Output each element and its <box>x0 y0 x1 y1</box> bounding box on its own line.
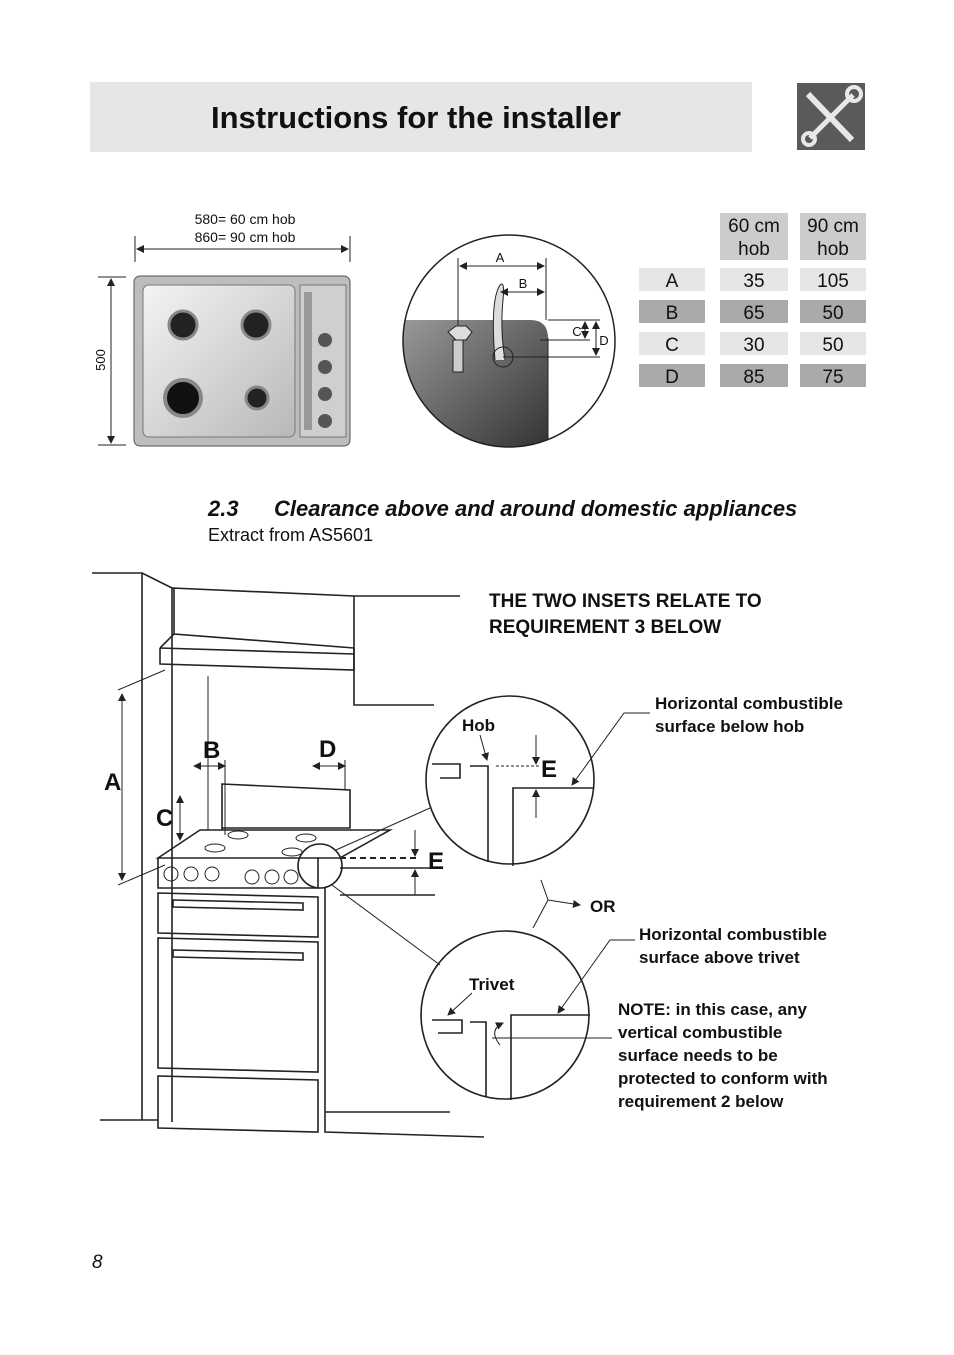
inset-label: Trivet <box>469 975 515 994</box>
dimension-label: B <box>203 737 220 764</box>
width-label: 860= 90 cm hob <box>195 229 296 245</box>
table-cell <box>639 300 705 323</box>
dimension-label: A <box>104 769 121 796</box>
width-label: 580= 60 cm hob <box>195 211 296 227</box>
cell-text: A <box>666 271 679 292</box>
header-title: Instructions for the installer <box>211 100 621 135</box>
note-line: vertical combustible <box>618 1023 782 1042</box>
cell-text: 35 <box>743 271 764 292</box>
header-cell <box>800 213 866 260</box>
note-line: requirement 2 below <box>618 1092 784 1111</box>
cell-text: 85 <box>743 367 764 388</box>
cell-text: B <box>666 303 679 324</box>
section-number: 2.3 <box>207 496 239 521</box>
tools-icon <box>797 83 865 150</box>
detail-label: A <box>496 250 505 265</box>
table-cell <box>800 332 866 355</box>
cell-text: 105 <box>817 271 849 292</box>
table-cell <box>639 364 705 387</box>
inset-label: Hob <box>462 716 495 735</box>
header-cell <box>720 213 788 260</box>
note: NOTE: in this case, any vertical combusti… <box>618 1000 828 1111</box>
table-cell <box>800 268 866 291</box>
detail-label: D <box>599 333 608 348</box>
table-cell <box>720 300 788 323</box>
cell-text: 65 <box>743 303 764 324</box>
clearance-illustration: A B C D E THE TWO INSETS RELATE TO REQUI… <box>92 572 843 1138</box>
inset-caption: Horizontal combustible <box>655 694 843 713</box>
header-band <box>90 82 752 152</box>
insets-note: REQUIREMENT 3 BELOW <box>489 617 721 638</box>
table-cell <box>639 332 705 355</box>
inset-caption: surface above trivet <box>639 948 800 967</box>
note-line: protected to conform with <box>618 1069 828 1088</box>
detail-diagram: A B C D <box>402 234 616 448</box>
inset-dimension: E <box>541 756 557 783</box>
cell-text: D <box>665 367 679 388</box>
insets-note: THE TWO INSETS RELATE TO <box>489 591 762 612</box>
table-cell <box>800 300 866 323</box>
table-cell <box>720 364 788 387</box>
dimension-label: D <box>319 736 336 763</box>
depth-label: 500 <box>93 349 108 371</box>
section-subtitle: Extract from AS5601 <box>208 525 373 545</box>
note-line: surface needs to be <box>618 1046 778 1065</box>
header-text: 90 cm hob <box>807 216 859 260</box>
detail-label: B <box>519 276 528 291</box>
separator: OR <box>590 897 616 916</box>
table-cell <box>720 332 788 355</box>
hob-diagram: 580= 60 cm hob 860= 90 cm hob 500 <box>93 211 351 447</box>
cell-text: 50 <box>822 303 843 324</box>
dimension-label: E <box>428 848 444 875</box>
cell-text: 50 <box>822 335 843 356</box>
dimension-table: 60 cm hob 90 cm hob A 35 105 B 65 50 C 30 50 D 85 75 <box>639 213 866 388</box>
inset-caption: Horizontal combustible <box>639 925 827 944</box>
cell-text: 30 <box>743 335 764 356</box>
inset-caption: surface below hob <box>655 717 804 736</box>
cell-text: C <box>665 335 679 356</box>
header-text: 60 cm hob <box>728 216 780 260</box>
table-cell <box>639 268 705 291</box>
dimension-label: C <box>156 805 173 832</box>
table-cell <box>800 364 866 387</box>
page-number: 8 <box>92 1252 103 1273</box>
cell-text: 75 <box>822 367 843 388</box>
note-line: NOTE: in this case, any <box>618 1000 807 1019</box>
section-title: Clearance above and around domestic appl… <box>274 496 797 521</box>
detail-label: C <box>572 324 581 339</box>
table-cell <box>720 268 788 291</box>
